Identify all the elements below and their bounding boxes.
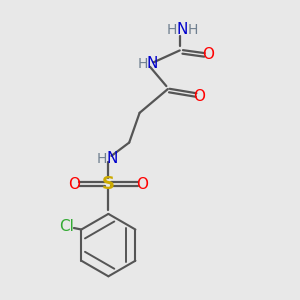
Text: N: N xyxy=(176,22,188,37)
Text: Cl: Cl xyxy=(59,219,74,234)
Text: O: O xyxy=(68,177,80,192)
Text: O: O xyxy=(136,177,148,192)
Text: N: N xyxy=(106,152,118,166)
Text: N: N xyxy=(147,56,158,71)
Text: O: O xyxy=(193,89,205,104)
Text: H: H xyxy=(167,22,178,37)
Text: O: O xyxy=(202,47,214,62)
Text: H: H xyxy=(97,152,107,166)
Text: S: S xyxy=(102,175,115,193)
Text: H: H xyxy=(137,57,148,71)
Text: H: H xyxy=(187,22,198,37)
